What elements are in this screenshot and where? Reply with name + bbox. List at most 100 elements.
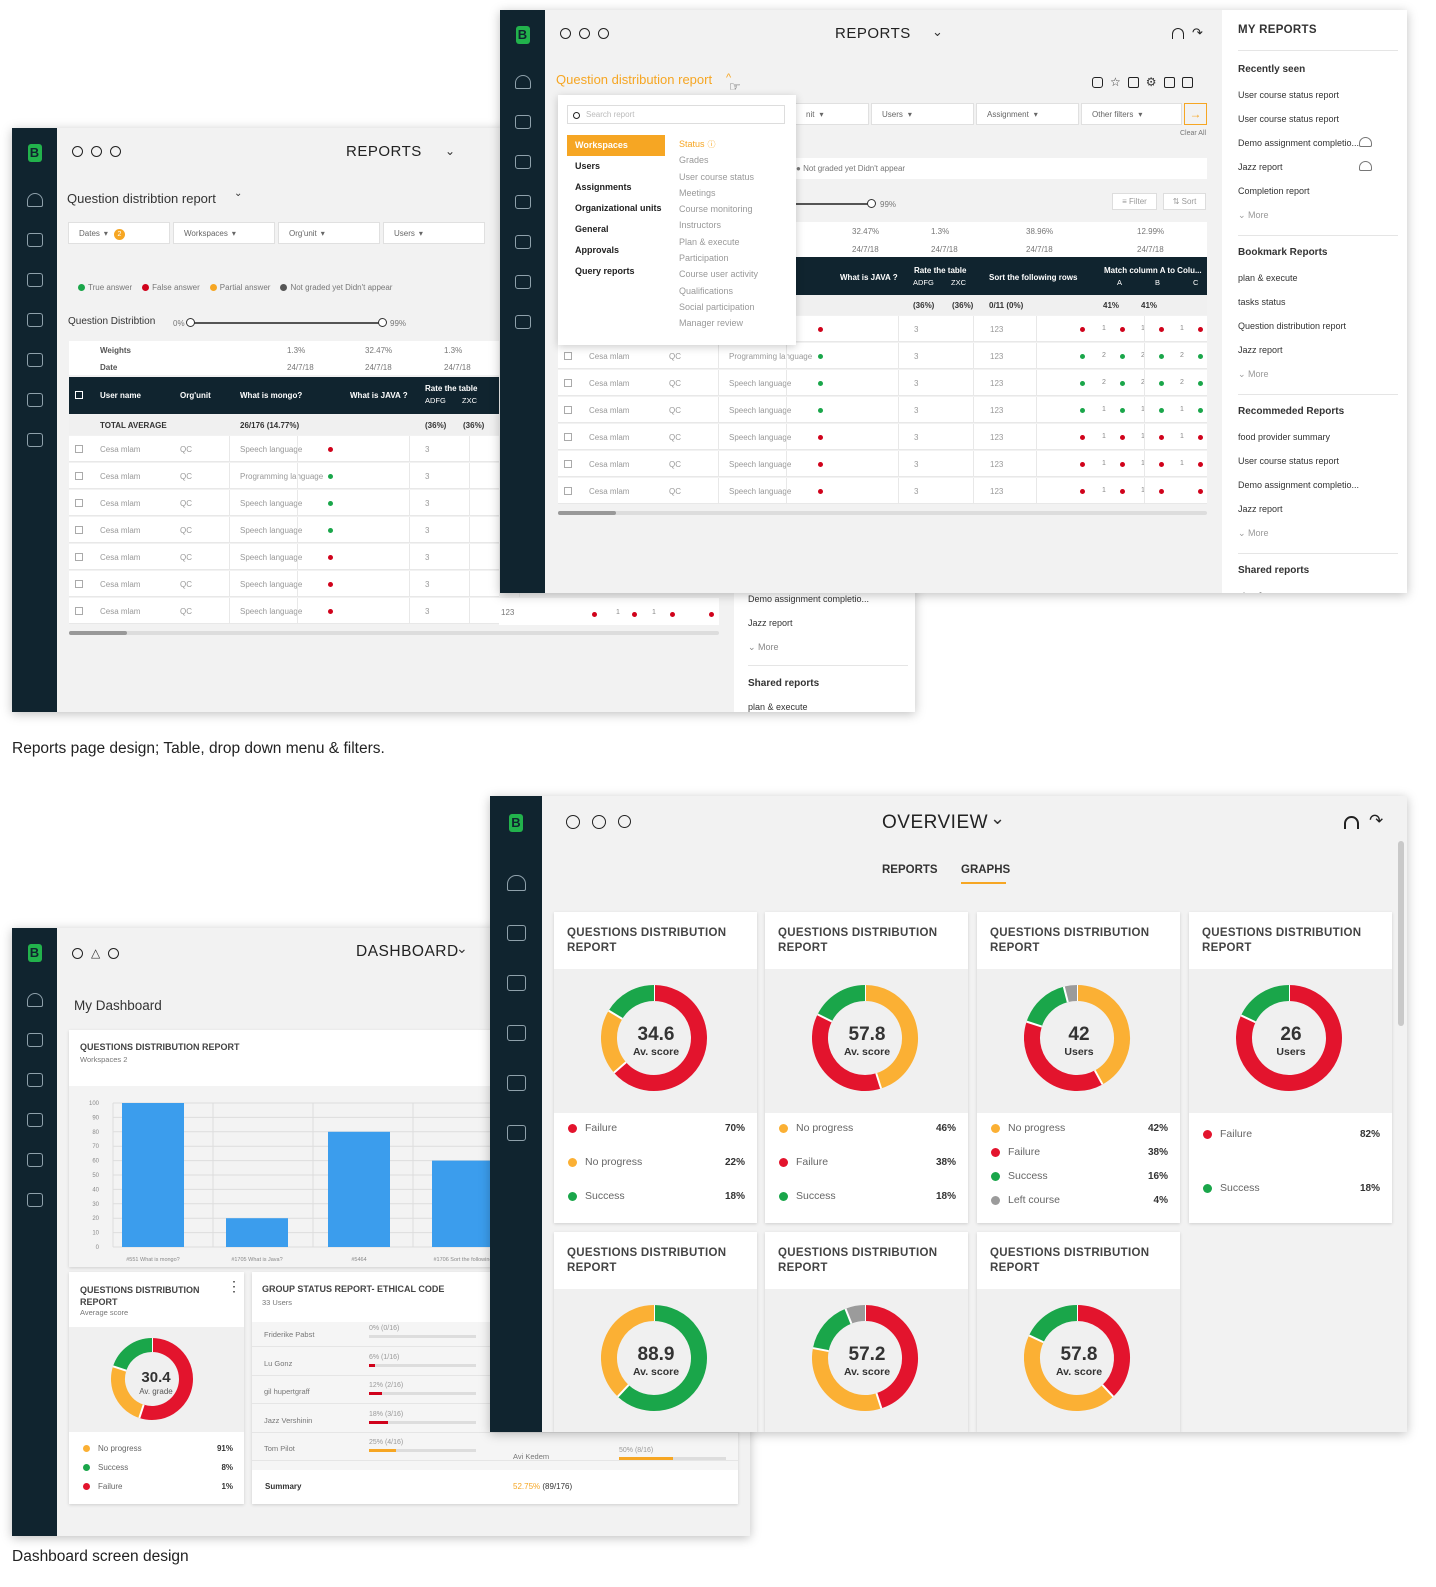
slider-handle[interactable] xyxy=(378,318,387,327)
warning-icon[interactable]: △ xyxy=(91,946,101,960)
alert-icon[interactable] xyxy=(91,146,102,157)
mail-icon[interactable] xyxy=(26,393,43,407)
filter-dropdown[interactable]: Other filters ▾ xyxy=(1081,103,1182,125)
report-link[interactable]: Completion report xyxy=(1238,186,1310,196)
table-row[interactable]: Cesa mlam QC Speech language 3 123 1 1 1 xyxy=(558,397,1207,423)
slider-handle[interactable] xyxy=(867,199,876,208)
briefcase-icon[interactable] xyxy=(26,273,43,287)
submenu-item[interactable]: User course status xyxy=(679,169,758,185)
report-link[interactable]: Jazz report xyxy=(1238,504,1283,514)
menu-item-workspaces[interactable]: Workspaces xyxy=(567,135,665,156)
share-icon[interactable]: ↷ xyxy=(1192,25,1203,40)
filter-dropdown[interactable]: Users ▾ xyxy=(383,222,485,244)
table-row[interactable]: Cesa mlam QC Speech language 3 xyxy=(69,517,520,543)
report-card[interactable]: QUESTIONS DISTRIBUTION REPORT 26 Users Fail… xyxy=(1189,912,1392,1223)
report-link[interactable]: food provider summary xyxy=(1238,432,1331,442)
briefcase-icon[interactable] xyxy=(506,975,526,991)
report-card[interactable]: QUESTIONS DISTRIBUTION REPORT 57.2 Av. sco… xyxy=(765,1232,968,1432)
submenu-item[interactable]: Status ⓘ xyxy=(679,136,758,152)
report-link[interactable]: Question distribution report xyxy=(1238,321,1347,331)
report-link[interactable]: plan & execute xyxy=(1238,273,1298,283)
dashboard-icon[interactable] xyxy=(26,193,43,207)
slider-handle[interactable] xyxy=(186,318,195,327)
search-report-input[interactable]: Search report xyxy=(567,105,785,124)
search-icon[interactable] xyxy=(108,948,120,959)
more-link[interactable]: ⌄ More xyxy=(1238,528,1269,538)
external-link-icon[interactable] xyxy=(1127,77,1139,88)
reports-icon[interactable] xyxy=(514,195,531,209)
filter-button[interactable]: ≡ Filter xyxy=(1112,193,1157,210)
table-row[interactable]: Cesa mlam QC Programming language 3 123 2 2 2 xyxy=(558,343,1207,369)
column-header[interactable]: What is mongo? xyxy=(240,391,303,400)
chevron-down-icon[interactable]: ⌄ xyxy=(456,940,468,956)
horizontal-scrollbar[interactable] xyxy=(69,631,719,635)
side-item[interactable]: Demo assignment completio... xyxy=(748,594,870,604)
report-card[interactable]: QUESTIONS DISTRIBUTION REPORT 42 Users No p… xyxy=(977,912,1180,1223)
row-checkbox[interactable] xyxy=(564,487,572,495)
report-card[interactable]: QUESTIONS DISTRIBUTION REPORT 88.9 Av. sco… xyxy=(554,1232,757,1432)
report-title[interactable]: Question distribtion report xyxy=(67,191,216,206)
headset-icon[interactable] xyxy=(1172,28,1184,39)
column-header[interactable]: Rate the table xyxy=(425,384,478,393)
clipboard-icon[interactable] xyxy=(506,925,526,941)
mail-icon[interactable] xyxy=(514,275,531,289)
report-link[interactable]: Jazz report xyxy=(1238,162,1283,172)
column-header[interactable]: What is JAVA ? xyxy=(840,273,898,282)
bell-icon[interactable] xyxy=(566,815,580,829)
submenu-item[interactable]: Grades xyxy=(679,152,758,168)
submenu-item[interactable]: Participation xyxy=(679,250,758,266)
row-checkbox[interactable] xyxy=(75,445,83,453)
submenu-item[interactable]: Instructors xyxy=(679,217,758,233)
more-link[interactable]: ⌄ More xyxy=(1238,210,1269,220)
filter-dropdown[interactable]: Dates ▾ 2 xyxy=(68,222,170,244)
side-item[interactable]: Jazz report xyxy=(748,618,793,628)
search-icon[interactable] xyxy=(110,146,121,157)
row-checkbox[interactable] xyxy=(564,352,572,360)
clipboard-icon[interactable] xyxy=(26,233,43,247)
table-row[interactable]: Cesa mlam QC Speech language 3 xyxy=(69,436,520,462)
reports-icon[interactable] xyxy=(26,313,43,327)
report-link[interactable]: Demo assignment completio... xyxy=(1238,138,1360,148)
menu-item-query-reports[interactable]: Query reports xyxy=(575,266,635,276)
chevron-down-icon[interactable]: ⌄ xyxy=(445,144,456,158)
share-icon[interactable]: ↷ xyxy=(1369,811,1384,830)
kebab-menu-icon[interactable]: ⋮ xyxy=(227,1278,241,1294)
reports-icon[interactable] xyxy=(26,1113,43,1127)
table-row[interactable]: Cesa mlam QC Speech language 3 xyxy=(69,544,520,570)
clear-all-link[interactable]: Clear All xyxy=(1180,130,1207,137)
chevron-up-icon[interactable]: ^ xyxy=(726,72,732,84)
print-icon[interactable] xyxy=(1163,77,1175,88)
row-checkbox[interactable] xyxy=(564,460,572,468)
column-header[interactable]: User name xyxy=(100,391,141,400)
sort-button[interactable]: ⇅ Sort xyxy=(1163,193,1206,210)
submenu-item[interactable]: Course monitoring xyxy=(679,201,758,217)
apply-filter-button[interactable]: → xyxy=(1184,103,1207,125)
scrollbar-thumb[interactable] xyxy=(558,511,616,515)
briefcase-icon[interactable] xyxy=(26,1073,43,1087)
calendar-icon[interactable] xyxy=(26,353,43,367)
chevron-down-icon[interactable]: ⌄ xyxy=(990,808,1006,828)
report-card[interactable]: QUESTIONS DISTRIBUTION REPORT 57.8 Av. sco… xyxy=(765,912,968,1223)
row-checkbox[interactable] xyxy=(564,406,572,414)
speed-icon[interactable] xyxy=(1092,77,1103,88)
row-checkbox[interactable] xyxy=(75,580,83,588)
filter-dropdown[interactable]: Workspaces ▾ xyxy=(173,222,275,244)
submenu-item[interactable]: Manager review xyxy=(679,315,758,331)
alert-icon[interactable] xyxy=(579,28,590,39)
row-checkbox[interactable] xyxy=(564,379,572,387)
column-header[interactable]: Sort the following rows xyxy=(989,273,1078,282)
search-icon[interactable] xyxy=(598,28,609,39)
table-row[interactable]: Cesa mlam QC Programming language 3 xyxy=(69,463,520,489)
column-header[interactable]: Match column A to Colu... xyxy=(1104,266,1202,275)
alert-icon[interactable] xyxy=(592,815,606,829)
reports-icon[interactable] xyxy=(506,1025,526,1041)
chat-icon[interactable] xyxy=(514,315,531,329)
speed-icon[interactable] xyxy=(1359,137,1372,147)
headset-icon[interactable] xyxy=(1344,816,1359,829)
tab-graphs[interactable]: GRAPHS xyxy=(961,864,1011,876)
dashboard-icon[interactable] xyxy=(514,75,531,89)
table-row[interactable]: Cesa mlam QC Speech language 3 xyxy=(69,598,520,624)
table-row[interactable]: Cesa mlam QC Speech language 3 123 1 1 1 xyxy=(558,424,1207,450)
bell-icon[interactable] xyxy=(72,948,83,959)
table-row[interactable]: Cesa mlam QC Speech language 3 123 1 1 1 xyxy=(558,451,1207,477)
